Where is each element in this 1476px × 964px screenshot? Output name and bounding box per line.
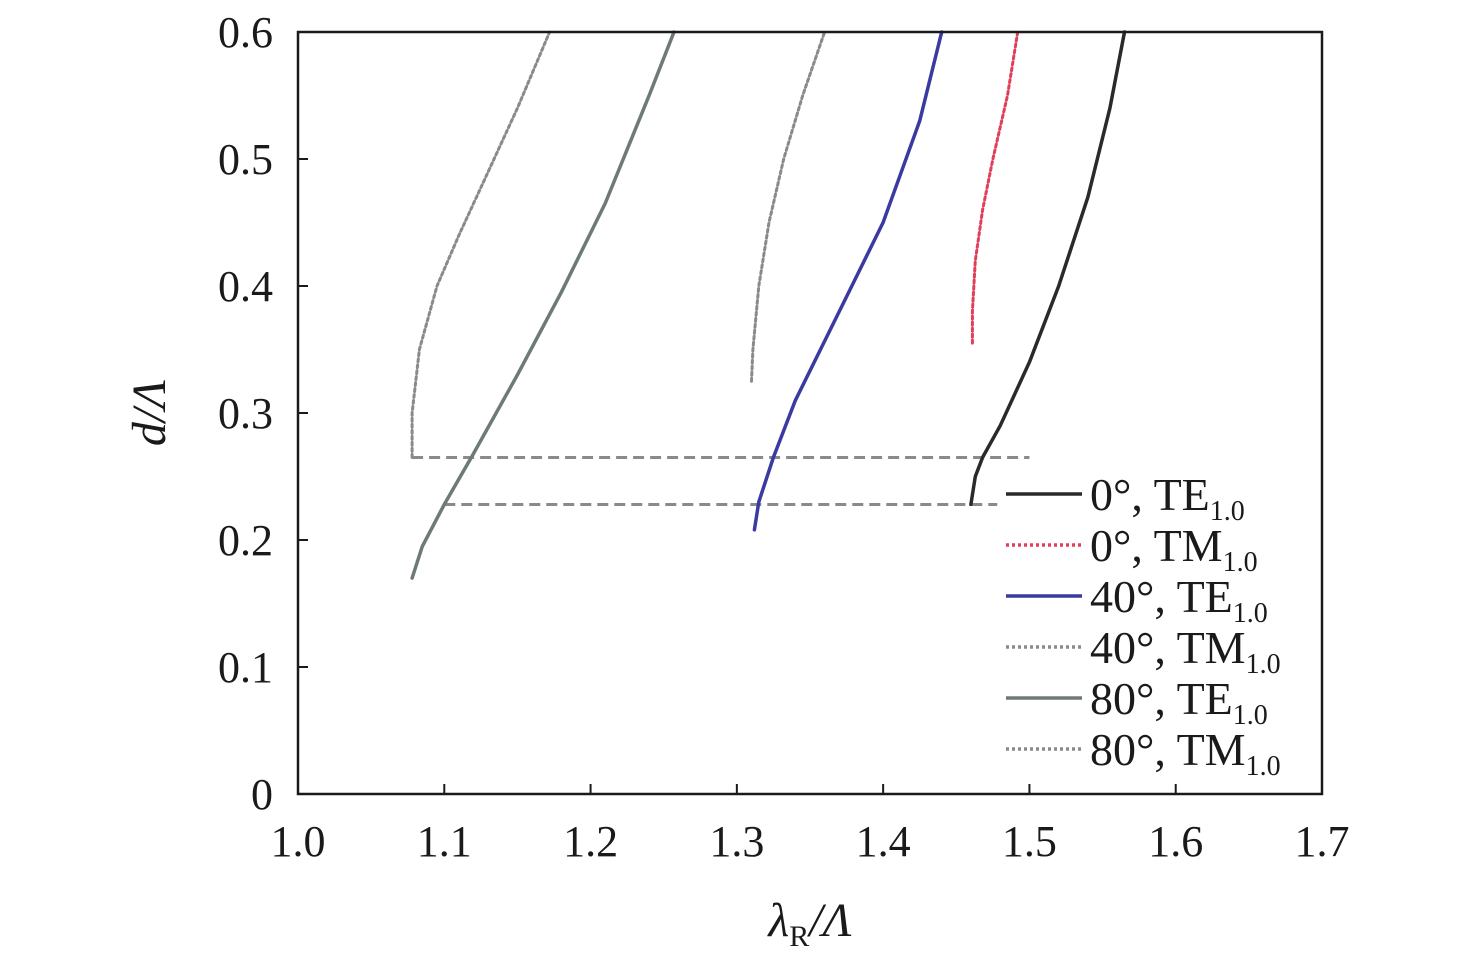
series-line	[750, 30, 827, 383]
y-tick-label: 0	[251, 770, 273, 819]
x-tick-label: 1.7	[1295, 817, 1350, 866]
legend-label: 80°, TM1.0	[1090, 724, 1281, 782]
series-lines	[410, 30, 1127, 580]
x-tick-label: 1.5	[1002, 817, 1057, 866]
legend-label: 40°, TM1.0	[1090, 622, 1281, 680]
x-tick-label: 1.2	[563, 817, 618, 866]
x-axis-label: λR/Λ	[766, 894, 851, 953]
y-axis-label: d/Λ	[123, 380, 176, 446]
x-tick-label: 1.3	[709, 817, 764, 866]
series-line	[410, 30, 676, 580]
y-tick-label: 0.5	[218, 135, 273, 184]
legend-label: 40°, TE1.0	[1090, 571, 1268, 629]
x-tick-label: 1.0	[271, 817, 326, 866]
y-tick-label: 0.2	[218, 516, 273, 565]
x-tick-label: 1.6	[1148, 817, 1203, 866]
y-tick-label: 0.1	[218, 643, 273, 692]
legend: 0°, TE1.00°, TM1.040°, TE1.040°, TM1.080…	[1006, 469, 1281, 782]
legend-label: 80°, TE1.0	[1090, 673, 1268, 731]
reference-lines	[412, 455, 1030, 506]
series-line	[410, 30, 552, 459]
y-tick-label: 0.4	[218, 262, 273, 311]
series-line	[752, 30, 944, 532]
x-tick-label: 1.1	[417, 817, 472, 866]
series-line	[970, 30, 1020, 345]
legend-label: 0°, TE1.0	[1090, 469, 1245, 527]
x-tick-label: 1.4	[856, 817, 911, 866]
y-tick-label: 0.6	[218, 8, 273, 57]
series-line	[969, 30, 1127, 507]
legend-label: 0°, TM1.0	[1090, 520, 1258, 578]
y-tick-label: 0.3	[218, 389, 273, 438]
axis-ticks: 1.0 1.1 1.2 1.3 1.4 1.5 1.6 1.7 0 0.1 0.2 0.3 0.4 0.5…	[218, 8, 1350, 866]
